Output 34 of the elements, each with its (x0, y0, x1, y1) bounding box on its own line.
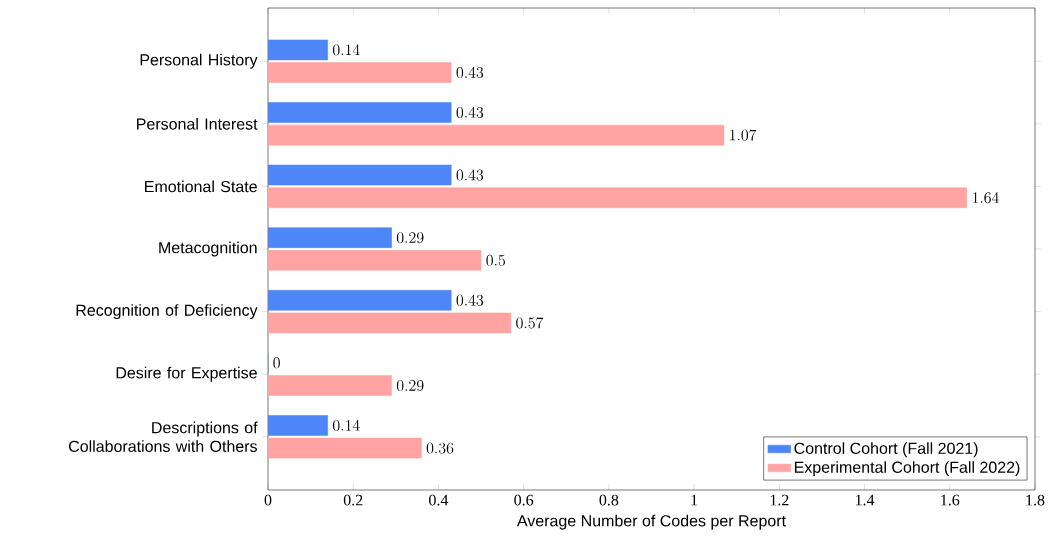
x-tick-label: 0.4 (429, 494, 449, 506)
data-label: 1 .64 (973, 192, 999, 204)
y-tick-label: Desire for Expertise (116, 366, 257, 382)
data-label: 0. 14 (333, 419, 360, 431)
data-label: 0.43 (456, 169, 484, 181)
data-label: 0.29 (396, 380, 424, 392)
y-tick-label: Emotional State (145, 180, 257, 193)
x-tick-label: 0 (264, 494, 272, 506)
legend-label: Experimental Cohort (Fall 2022) (794, 461, 1020, 477)
data-label: 0.29 (396, 232, 424, 244)
data-label: 0.57 (516, 317, 544, 329)
data-label: 0.43 (456, 294, 484, 306)
data-label: 0. 14 (333, 44, 360, 56)
x-tick-label: 1.8 (1026, 494, 1045, 506)
data-label: 0.36 (426, 442, 454, 454)
x-tick-label: 1.6 (941, 494, 960, 506)
x-axis-title: Average Number of Codes per Report (516, 514, 786, 530)
x-tick-label: 1.4 (855, 494, 875, 506)
x-tick-label: 1 (691, 494, 698, 506)
data-label: 0.43 (456, 106, 484, 118)
y-tick-label: Personal History (140, 53, 258, 69)
x-tick-label: 1.2 (770, 494, 789, 506)
data-label: 0.5 (486, 254, 505, 266)
x-tick-label: 0.8 (599, 494, 619, 506)
legend-label: Control Cohort (Fall 2021) (794, 442, 978, 458)
data-label: 0 (273, 357, 280, 369)
y-tick-label: Metacognition (159, 241, 257, 257)
y-tick-label: Recognition of Deficiency (76, 304, 258, 320)
x-tick-label: 0.6 (514, 494, 534, 506)
data-label: 1 .07 (730, 129, 757, 141)
x-tick-label: 0.2 (343, 494, 363, 506)
y-tick-label: Descriptions of Collaborations with Others (69, 421, 258, 452)
y-tick-label: Personal Interest (137, 117, 258, 130)
data-label: 0.43 (456, 66, 484, 79)
